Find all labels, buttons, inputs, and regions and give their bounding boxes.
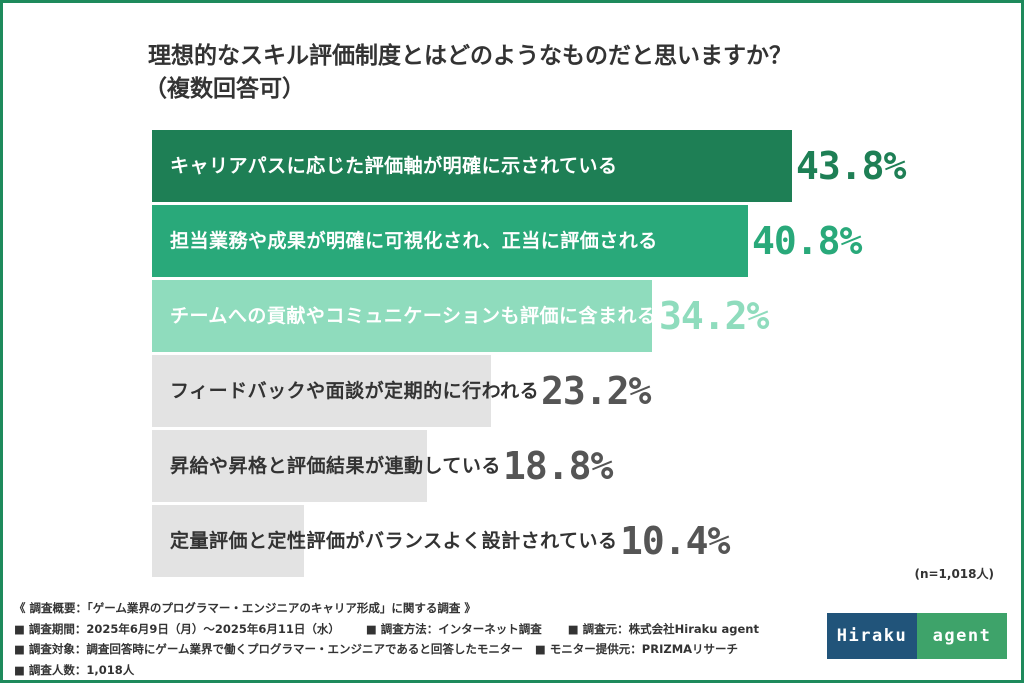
bar-row: 定量評価と定性評価がバランスよく設計されている 10.4% xyxy=(152,505,1012,577)
bar-value-label: 23.2% xyxy=(541,369,651,413)
sample-size-note: (n=1,018人) xyxy=(914,567,994,581)
survey-source: ■ 調査元：株式会社Hiraku agent xyxy=(567,621,759,636)
logo-left-text: Hiraku xyxy=(827,613,917,659)
bar-row: 昇給や昇格と評価結果が連動している 18.8% xyxy=(152,430,1012,502)
bar-row: キャリアパスに応じた評価軸が明確に示されている 43.8% xyxy=(152,130,1012,202)
bar-label: チームへの貢献やコミュニケーションも評価に含まれる xyxy=(170,305,657,327)
bar-row: 担当業務や成果が明確に可視化され、正当に評価される 40.8% xyxy=(152,205,1012,277)
bar-value-label: 34.2% xyxy=(659,294,769,338)
bar xyxy=(152,505,304,577)
survey-target: ■ 調査対象：調査回答時にゲーム業界で働くプログラマー・エンジニアであると回答し… xyxy=(14,642,523,656)
survey-method: ■ 調査方法：インターネット調査 xyxy=(365,621,542,636)
survey-summary: 《 調査概要：「ゲーム業界のプログラマー・エンジニアのキャリア形成」に関する調査… xyxy=(14,601,476,615)
bar-chart: キャリアパスに応じた評価軸が明確に示されている 43.8% 担当業務や成果が明確に可… xyxy=(152,130,1012,580)
bar-label: キャリアパスに応じた評価軸が明確に示されている xyxy=(170,155,618,177)
chart-title: 理想的なスキル評価制度とはどのようなものだと思いますか？ （複数回答可） xyxy=(144,40,792,107)
bar-value-label: 10.4% xyxy=(620,519,730,563)
bar xyxy=(152,355,491,427)
survey-footer: 《 調査概要：「ゲーム業界のプログラマー・エンジニアのキャリア形成」に関する調査… xyxy=(14,598,759,680)
bar-row: チームへの貢献やコミュニケーションも評価に含まれる 34.2% xyxy=(152,280,1012,352)
bar-label: 担当業務や成果が明確に可視化され、正当に評価される xyxy=(170,230,658,252)
bar-label: 定量評価と定性評価がバランスよく設計されている xyxy=(170,530,618,552)
survey-provider: ■ モニター提供元：PRIZMAリサーチ xyxy=(534,642,739,656)
chart-title-line1: 理想的なスキル評価制度とはどのようなものだと思いますか？ xyxy=(148,43,792,69)
survey-count: ■ 調査人数：1,018人 xyxy=(14,662,135,677)
survey-period: ■ 調査期間：2025年6月9日（月）〜2025年6月11日（水） xyxy=(14,621,340,636)
chart-title-line2: （複数回答可） xyxy=(144,76,305,103)
bar-value-label: 43.8% xyxy=(796,144,906,188)
bar xyxy=(152,430,427,502)
bar-value-label: 18.8% xyxy=(503,444,613,488)
bar-label: 昇給や昇格と評価結果が連動している xyxy=(170,455,501,477)
bar-value-label: 40.8% xyxy=(752,219,862,263)
hiraku-agent-logo: Hiraku agent xyxy=(827,613,1007,659)
bar xyxy=(152,280,652,352)
bar-row: フィードバックや面談が定期的に行われる 23.2% xyxy=(152,355,1012,427)
bar xyxy=(152,130,792,202)
bar xyxy=(152,205,748,277)
bar-label: フィードバックや面談が定期的に行われる xyxy=(170,380,540,402)
logo-right-text: agent xyxy=(917,613,1007,659)
